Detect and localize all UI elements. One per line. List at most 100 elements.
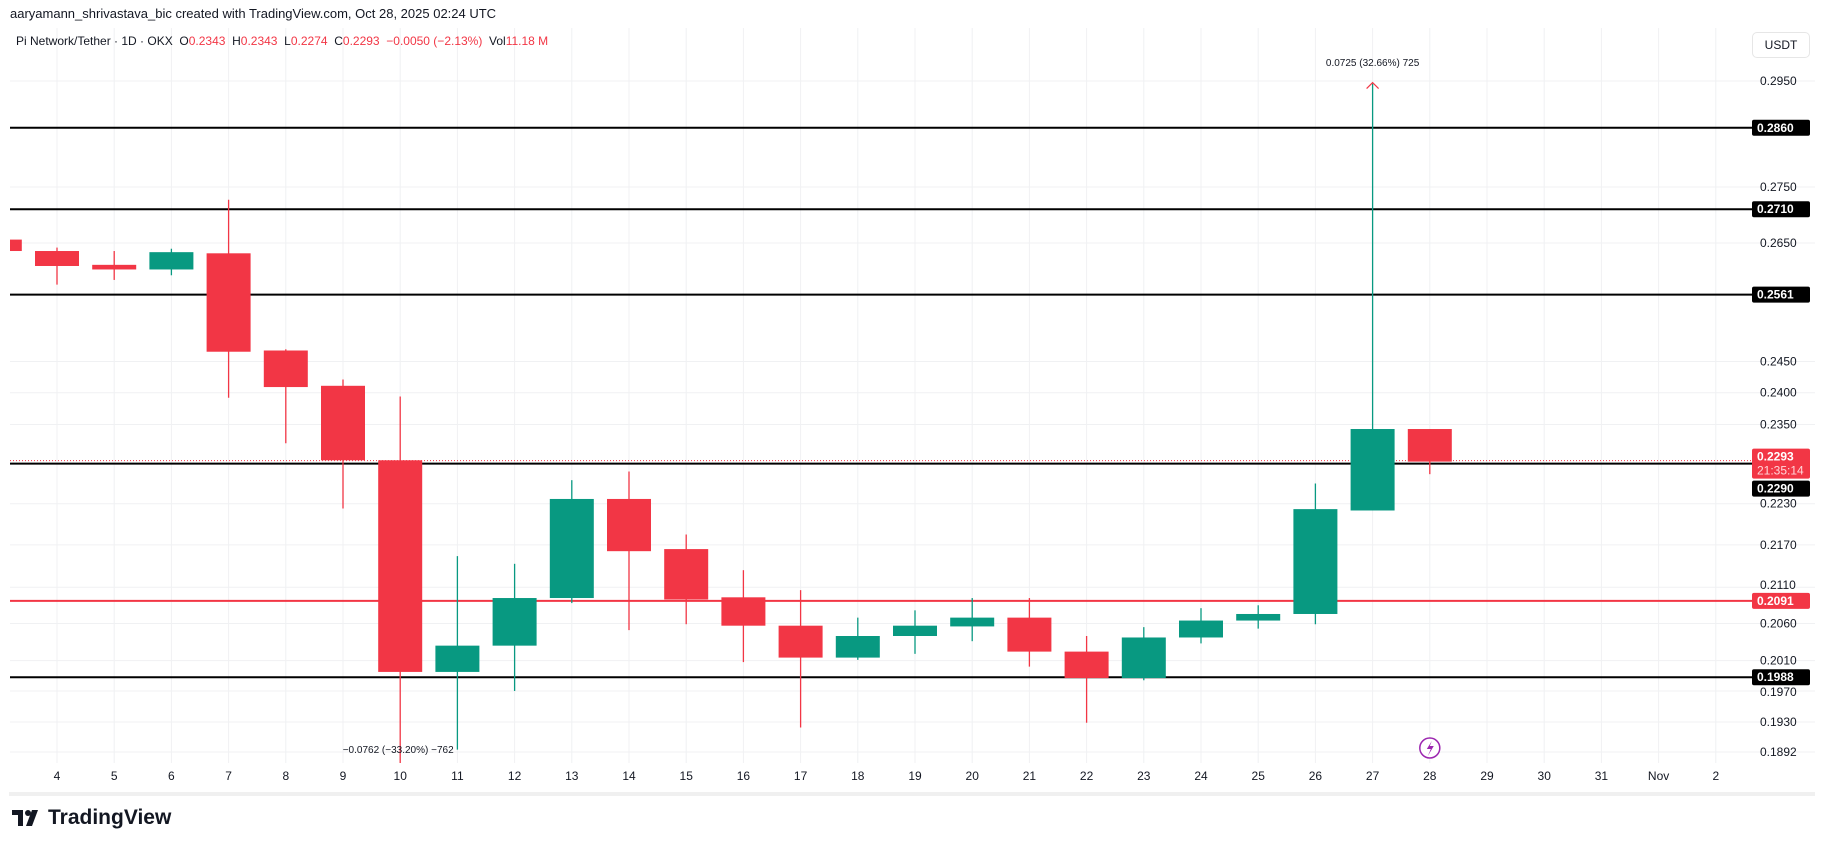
candle-up[interactable] (950, 617, 995, 627)
x-tick-label: 20 (966, 769, 980, 783)
x-tick-label: 28 (1423, 769, 1437, 783)
close-value: 0.2293 (342, 34, 380, 48)
brand-name: TradingView (48, 806, 172, 829)
y-tick-label: 0.1930 (1760, 715, 1797, 729)
volume-label: Vol (489, 34, 506, 48)
candle-up[interactable] (835, 636, 880, 658)
candle-down[interactable] (664, 549, 709, 600)
y-tick-label: 0.2350 (1760, 418, 1797, 432)
level-price-label-bg (1752, 669, 1810, 686)
candle-up[interactable] (1293, 509, 1338, 614)
candle-down[interactable] (0, 239, 22, 252)
candle-up[interactable] (1350, 429, 1395, 511)
candle-down[interactable] (321, 385, 365, 461)
level-price-label-bg (1752, 201, 1810, 218)
level-price-label: 0.2290 (1757, 482, 1794, 496)
x-tick-label: 17 (794, 769, 808, 783)
y-tick-label: 0.2400 (1760, 386, 1797, 400)
x-tick-label: 11 (451, 769, 464, 783)
measure-annotation: −0.0762 (−33.20%) −762 (343, 745, 454, 756)
arrow-up-icon (1366, 81, 1380, 89)
tradingview-logo[interactable]: TradingView (12, 806, 171, 830)
low-label: L (284, 34, 291, 48)
level-price-label: 0.2710 (1757, 202, 1794, 216)
x-tick-label: 24 (1194, 769, 1208, 783)
x-tick-label: 9 (340, 769, 347, 783)
level-price-label: 0.2091 (1757, 594, 1794, 608)
change-value: −0.0050 (−2.13%) (386, 34, 483, 48)
x-tick-label: 26 (1309, 769, 1323, 783)
y-tick-label: 0.2170 (1760, 538, 1797, 552)
measure-annotation: 0.0725 (32.66%) 725 (1326, 58, 1420, 69)
candle-down[interactable] (92, 264, 137, 270)
level-price-label: 0.2561 (1757, 288, 1794, 302)
candle-down[interactable] (778, 625, 823, 658)
level-price-label-bg (1752, 592, 1810, 609)
x-tick-label: 16 (737, 769, 751, 783)
high-label: H (232, 34, 241, 48)
x-tick-label: 27 (1366, 769, 1380, 783)
bar-countdown: 21:35:14 (1757, 464, 1804, 478)
volume-value: 11.18 M (505, 34, 549, 48)
candle-up[interactable] (1236, 613, 1281, 621)
y-tick-label: 0.2230 (1760, 497, 1797, 511)
x-tick-label: 23 (1137, 769, 1151, 783)
y-tick-label: 0.2010 (1760, 654, 1797, 668)
x-tick-label: 31 (1595, 769, 1609, 783)
level-price-label: 0.2860 (1757, 121, 1794, 135)
high-value: 0.2343 (240, 34, 278, 48)
y-tick-label: 0.1892 (1760, 745, 1797, 759)
candle-down[interactable] (378, 460, 423, 672)
candle-down[interactable] (1007, 617, 1052, 652)
y-tick-label: 0.2110 (1760, 578, 1796, 592)
x-tick-label: 29 (1480, 769, 1494, 783)
chart-credit: aaryamann_shrivastava_bic created with T… (10, 6, 497, 21)
y-tick-label: 0.1970 (1760, 685, 1797, 699)
candle-down[interactable] (1407, 429, 1452, 462)
candle-down[interactable] (206, 253, 251, 352)
currency-button[interactable]: USDT (1752, 32, 1810, 58)
level-price-label-bg (1752, 119, 1810, 136)
level-price-label-bg (1752, 480, 1810, 497)
candle-down[interactable] (1064, 651, 1109, 678)
candle-down[interactable] (35, 251, 79, 266)
candle-up[interactable] (149, 252, 194, 270)
tradingview-logo-icon (12, 810, 38, 826)
candle-up[interactable] (893, 625, 937, 637)
low-value: 0.2274 (290, 34, 328, 48)
candle-down[interactable] (607, 498, 651, 552)
candle-up[interactable] (549, 498, 594, 599)
flash-bolt-icon (1426, 741, 1434, 756)
y-tick-label: 0.2750 (1760, 180, 1797, 194)
y-tick-label: 0.2650 (1760, 236, 1797, 250)
symbol-legend: Pi Network/Tether · 1D · OKX O0.2343 H0.… (16, 34, 548, 48)
last-price-label: 0.2293 (1757, 450, 1794, 464)
x-tick-label: 2 (1712, 769, 1719, 783)
x-tick-label: 7 (225, 769, 232, 783)
candle-down[interactable] (721, 597, 766, 626)
open-value: 0.2343 (188, 34, 226, 48)
candle-up[interactable] (435, 645, 480, 672)
x-tick-label: 13 (565, 769, 579, 783)
x-tick-label: 22 (1080, 769, 1094, 783)
candle-up[interactable] (1121, 637, 1166, 678)
x-tick-label: 10 (394, 769, 408, 783)
chart-frame (9, 27, 1815, 796)
x-tick-label: 15 (680, 769, 694, 783)
level-price-label: 0.1988 (1757, 670, 1794, 684)
level-price-label-bg (1752, 286, 1810, 303)
y-tick-label: 0.2950 (1760, 74, 1797, 88)
candle-down[interactable] (263, 350, 308, 388)
x-tick-label: Nov (1648, 769, 1669, 783)
close-label: C (334, 34, 343, 48)
symbol-name[interactable]: Pi Network/Tether · 1D · OKX (16, 34, 173, 48)
x-tick-label: 8 (282, 769, 289, 783)
candle-up[interactable] (492, 598, 537, 646)
x-tick-label: 6 (168, 769, 175, 783)
last-price-badge (1752, 448, 1810, 479)
x-tick-label: 25 (1252, 769, 1266, 783)
x-tick-label: 14 (622, 769, 636, 783)
x-tick-label: 18 (851, 769, 865, 783)
candle-up[interactable] (1179, 620, 1223, 638)
